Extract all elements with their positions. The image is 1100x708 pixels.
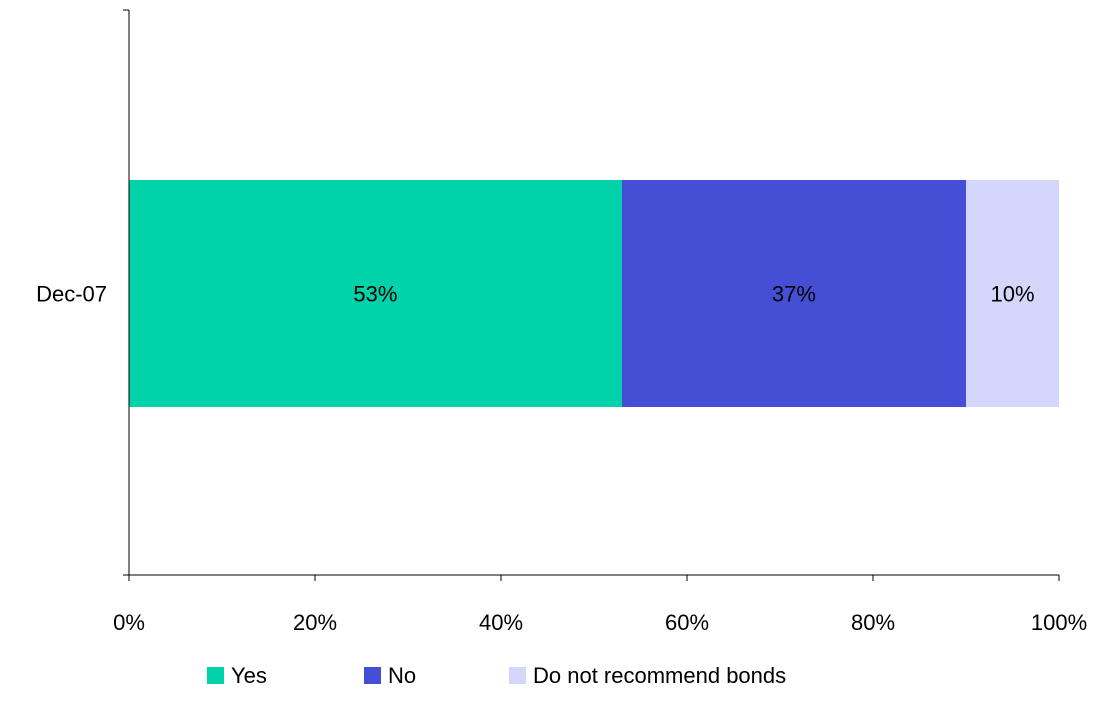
bar-group: 53% 37% 10% [129, 180, 1059, 407]
x-tick-label: 40% [479, 610, 523, 635]
category-label: Dec-07 [36, 282, 107, 307]
legend-label-no: No [388, 663, 416, 688]
bar-do-not-recommend-bonds [966, 180, 1059, 407]
legend-label-yes: Yes [231, 663, 267, 688]
data-label-do-not-recommend-bonds: 10% [990, 282, 1034, 307]
legend: Yes No Do not recommend bonds [207, 663, 786, 688]
bar-no [621, 180, 966, 407]
x-tick-label: 60% [665, 610, 709, 635]
x-tick-label: 20% [293, 610, 337, 635]
legend-swatch-no [364, 667, 381, 684]
data-label-no: 37% [772, 282, 816, 307]
data-label-yes: 53% [353, 282, 397, 307]
x-tick-label: 0% [113, 610, 145, 635]
bar-yes [129, 180, 622, 407]
x-tick-label: 80% [851, 610, 895, 635]
axes: 0% 20% 40% 60% 80% 100% Dec-07 [36, 9, 1087, 635]
legend-label-do-not-recommend-bonds: Do not recommend bonds [533, 663, 786, 688]
x-tick-label: 100% [1031, 610, 1087, 635]
legend-swatch-do-not-recommend-bonds [509, 667, 526, 684]
legend-swatch-yes [207, 667, 224, 684]
